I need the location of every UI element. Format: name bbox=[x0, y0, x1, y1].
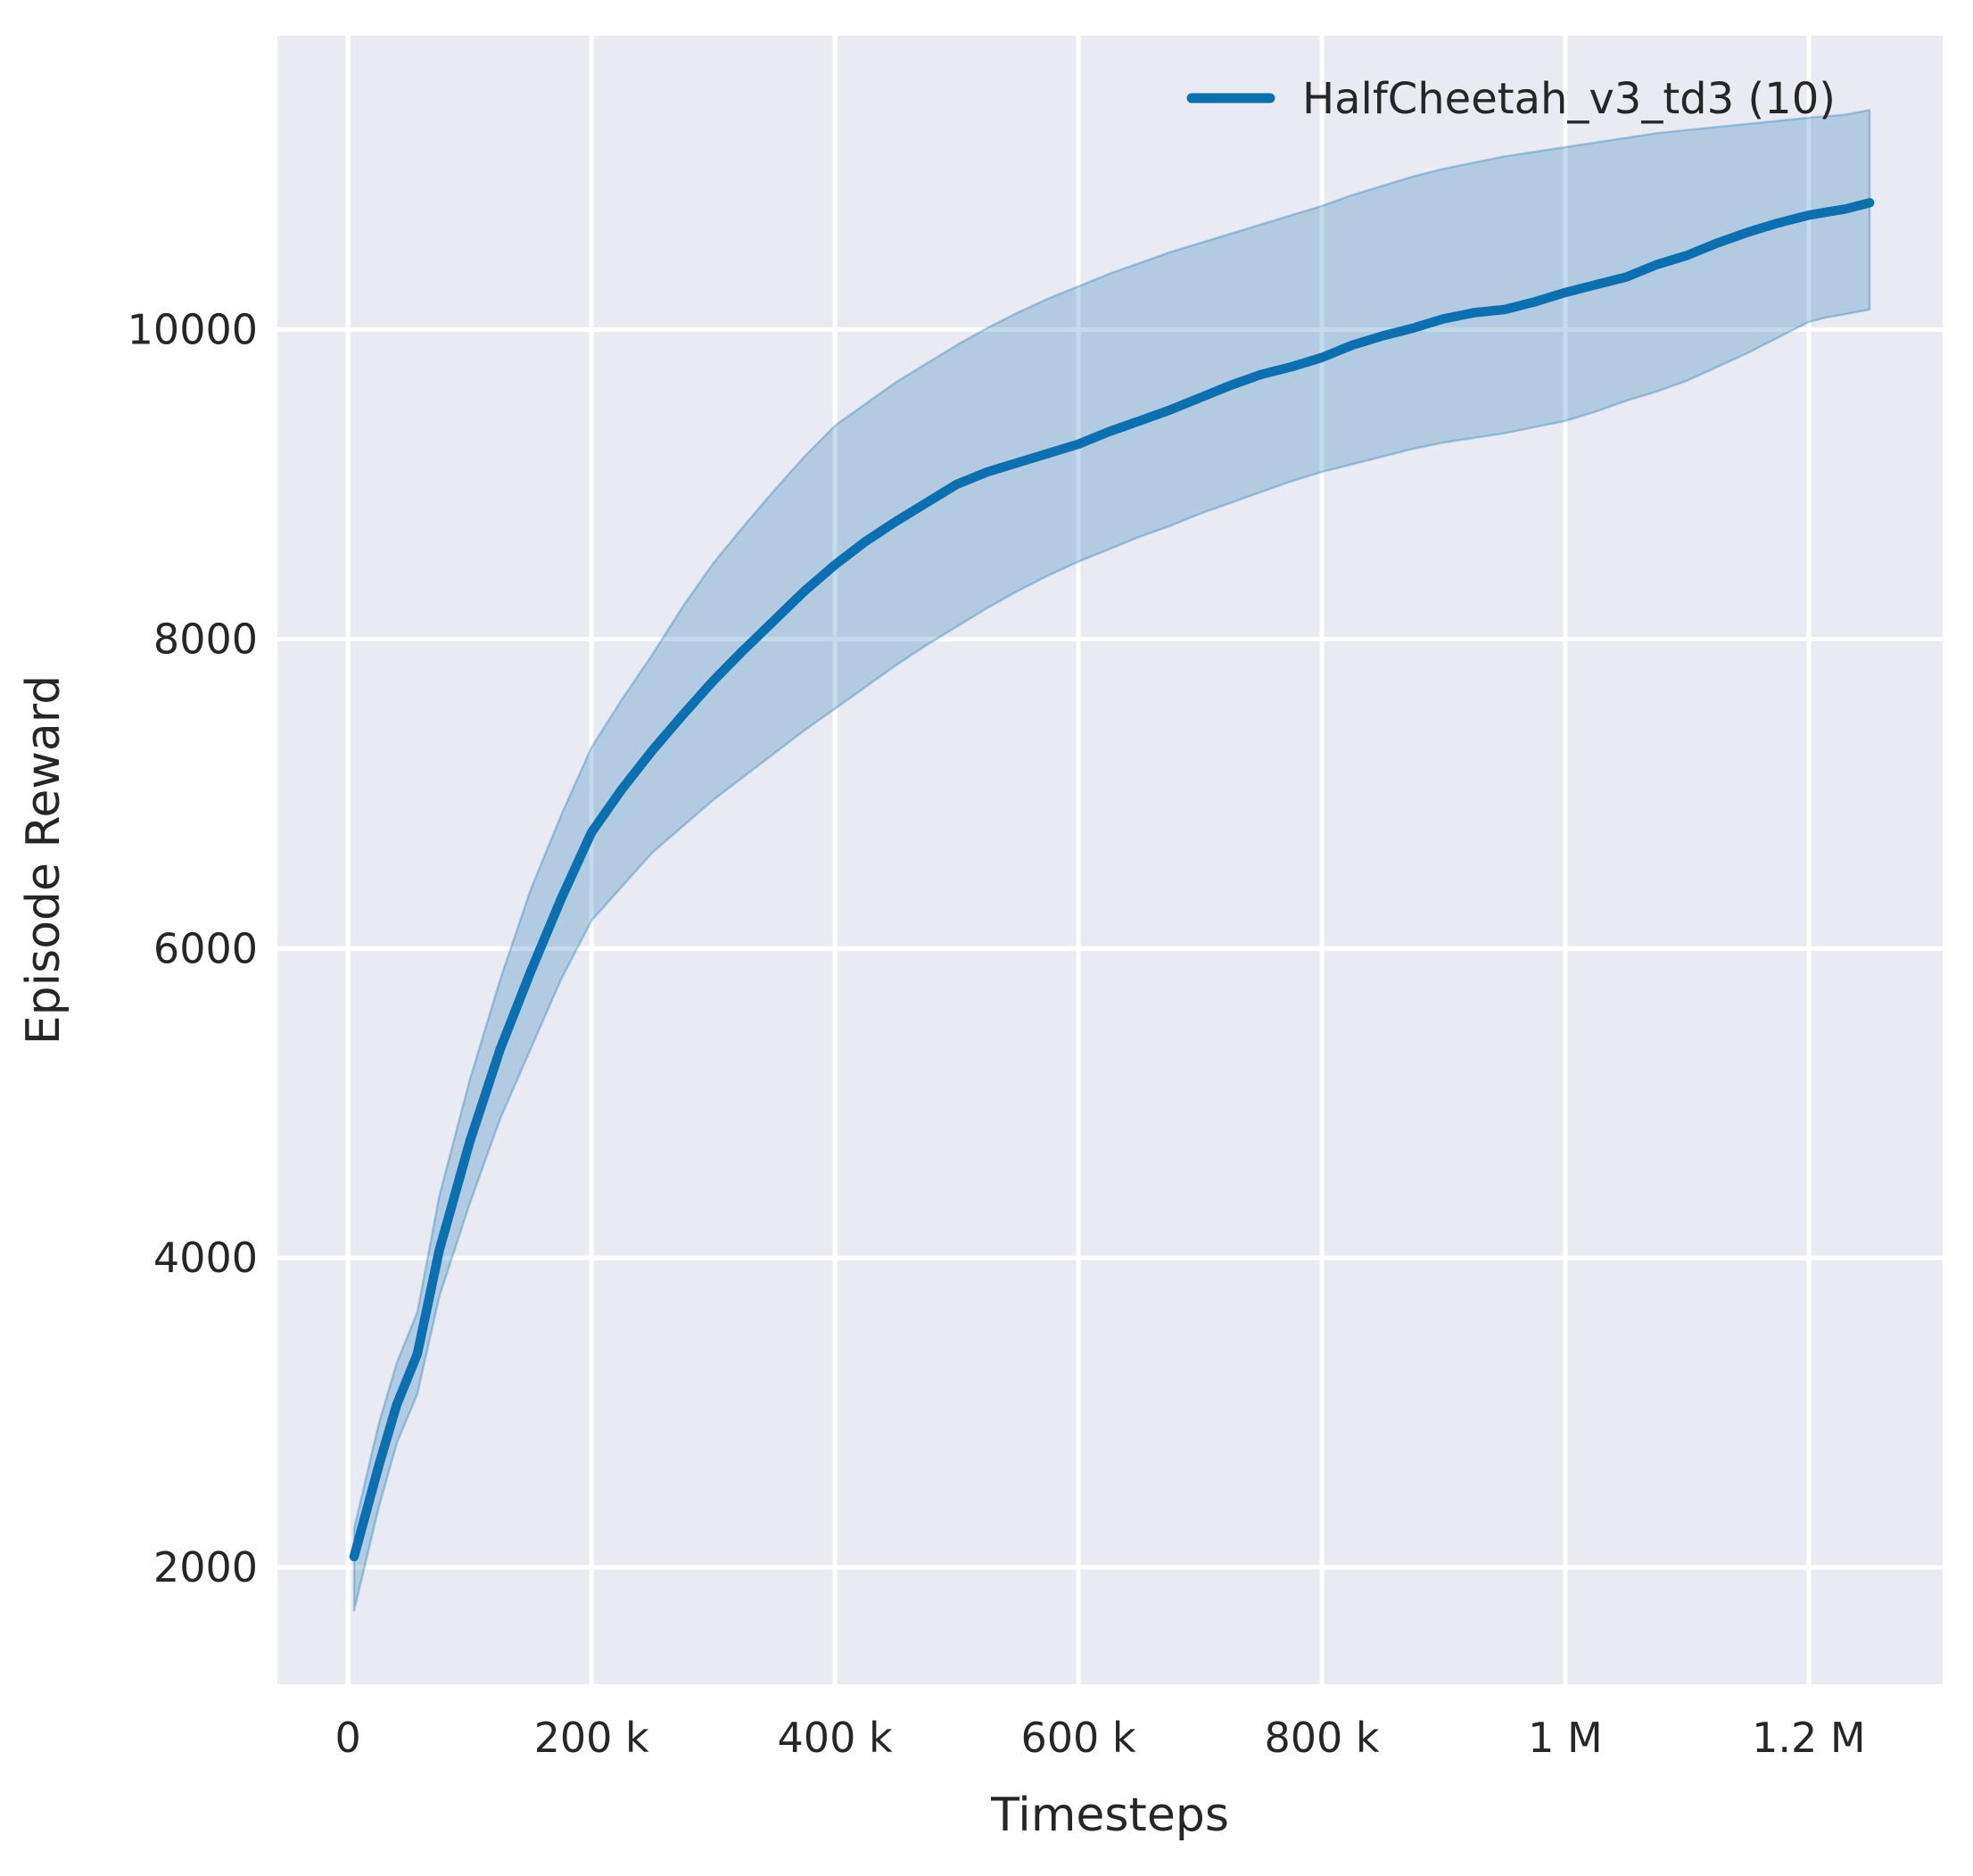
x-tick-label: 0 bbox=[335, 1714, 361, 1762]
x-tick-label: 1.2 M bbox=[1752, 1714, 1865, 1762]
x-axis-label: Timesteps bbox=[990, 1789, 1229, 1842]
plot-area bbox=[277, 36, 1943, 1684]
legend-label: HalfCheetah_v3_td3 (10) bbox=[1302, 74, 1836, 124]
x-tick-label: 200 k bbox=[534, 1714, 649, 1762]
y-axis-label: Episode Reward bbox=[17, 675, 70, 1045]
y-tick-label: 10000 bbox=[128, 306, 258, 354]
y-tick-label: 2000 bbox=[153, 1543, 258, 1591]
x-tick-label: 600 k bbox=[1020, 1714, 1135, 1762]
x-tick-label: 400 k bbox=[778, 1714, 893, 1762]
x-tick-label: 800 k bbox=[1264, 1714, 1379, 1762]
y-tick-label: 8000 bbox=[153, 615, 258, 663]
y-tick-label: 6000 bbox=[153, 924, 258, 972]
x-tick-label: 1 M bbox=[1528, 1714, 1603, 1762]
mean-line bbox=[349, 198, 1875, 1562]
y-tick-label: 4000 bbox=[153, 1234, 258, 1282]
confidence-band bbox=[352, 109, 1871, 1612]
